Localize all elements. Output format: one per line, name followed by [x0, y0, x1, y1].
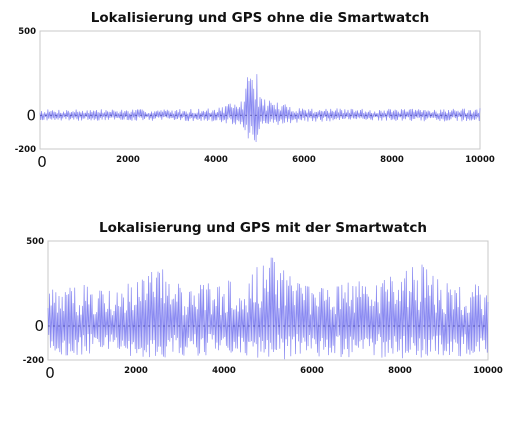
y-tick-label: 500 — [18, 27, 36, 37]
series-line — [39, 74, 481, 142]
x-tick-label: 4000 — [204, 155, 228, 165]
chart-top: Lokalisierung und GPS ohne die Smartwatc… — [15, 10, 495, 171]
x-tick-label: 8000 — [388, 366, 412, 376]
x-tick-label: 10000 — [465, 155, 495, 165]
y-tick-label: 500 — [26, 237, 44, 247]
chart-top-waveform — [39, 74, 481, 142]
y-tick-label: -200 — [15, 145, 36, 155]
chart-top-title: Lokalisierung und GPS ohne die Smartwatc… — [91, 10, 429, 26]
chart-bottom-title: Lokalisierung und GPS mit der Smartwatch — [99, 220, 427, 236]
chart-bottom-waveform — [47, 257, 489, 360]
chart-bottom-plot-frame — [47, 240, 489, 361]
x-tick-label: 10000 — [473, 366, 503, 376]
x-tick-label: 0 — [37, 153, 47, 171]
x-tick-label: 4000 — [212, 366, 236, 376]
x-tick-label: 2000 — [116, 155, 140, 165]
chart-bottom: Lokalisierung und GPS mit der Smartwatch… — [23, 220, 503, 382]
x-tick-label: 2000 — [124, 366, 148, 376]
x-tick-label: 6000 — [292, 155, 316, 165]
x-tick-label: 8000 — [380, 155, 404, 165]
chart-top-plot-frame — [39, 30, 481, 150]
y-tick-label: 0 — [26, 106, 36, 124]
x-tick-label: 6000 — [300, 366, 324, 376]
y-tick-label: 0 — [34, 317, 44, 335]
y-tick-label: -200 — [23, 356, 44, 366]
series-line — [47, 257, 489, 360]
x-tick-label: 0 — [45, 364, 55, 382]
